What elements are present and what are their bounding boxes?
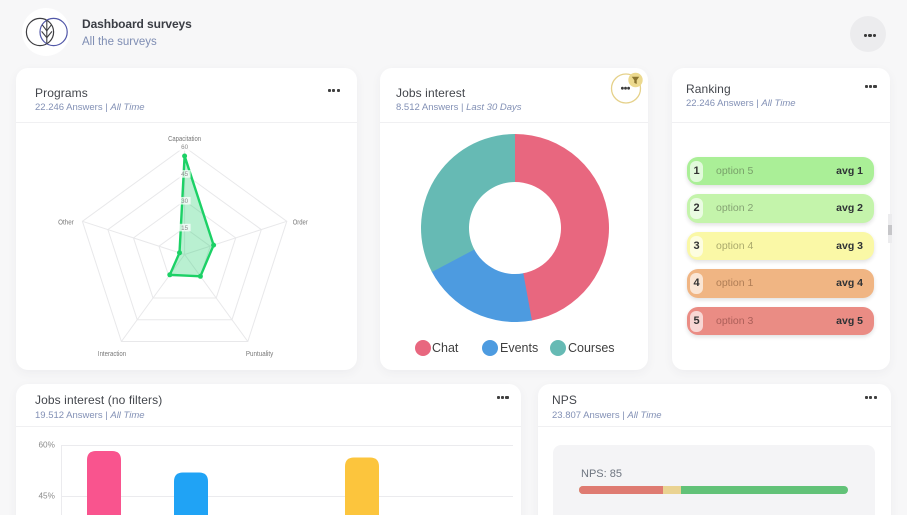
svg-text:Puntuality: Puntuality [246, 351, 274, 358]
svg-text:Capacitation: Capacitation [168, 136, 201, 143]
svg-text:30: 30 [181, 198, 188, 205]
svg-text:60%: 60% [39, 440, 55, 449]
svg-text:Order: Order [293, 220, 309, 227]
svg-text:15: 15 [181, 225, 188, 232]
svg-text:Interaction: Interaction [98, 351, 126, 358]
svg-text:60: 60 [181, 144, 188, 151]
svg-text:Other: Other [58, 220, 74, 227]
svg-text:45%: 45% [39, 491, 55, 500]
svg-text:45: 45 [181, 171, 188, 178]
